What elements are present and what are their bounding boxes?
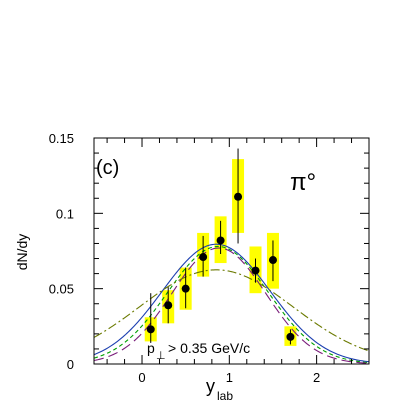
data-point [199,253,208,262]
y-tick-label: 0.1 [56,206,74,221]
cut-label-prefix: p [147,340,155,356]
y-axis-label: dN/dy [14,234,30,271]
data-points [146,192,295,341]
data-point [251,266,260,275]
x-axis-label-main: y [206,376,215,396]
panel-label: (c) [96,157,119,179]
data-point [286,332,295,341]
data-point [164,301,173,310]
plot-frame [93,137,370,365]
axis-ticks: 0 1 2 0 0.05 0.1 0.15 [49,131,370,385]
cut-label: p ⊥ > 0.35 GeV/c [147,340,250,362]
model-curve-solid [93,243,370,363]
x-tick-label: 0 [138,370,145,385]
model-curves [93,243,370,364]
model-curve-dashed [93,245,370,364]
cut-label-suffix: > 0.35 GeV/c [168,340,250,356]
cut-label-subscript: ⊥ [156,350,166,362]
data-point [268,256,277,265]
y-tick-label: 0.15 [49,131,74,146]
data-point [234,192,243,201]
y-tick-label: 0.05 [49,282,74,297]
x-tick-label: 1 [226,370,233,385]
x-axis-label: y lab [206,376,233,403]
data-point [216,236,225,245]
particle-label: π° [290,169,316,196]
data-point [146,325,155,334]
model-curve-longdash [93,247,370,364]
model-curve-dashdot [93,269,370,352]
x-axis-label-sub: lab [217,389,233,403]
data-point [181,284,190,293]
x-tick-label: 2 [313,370,320,385]
y-tick-label: 0 [67,357,74,372]
